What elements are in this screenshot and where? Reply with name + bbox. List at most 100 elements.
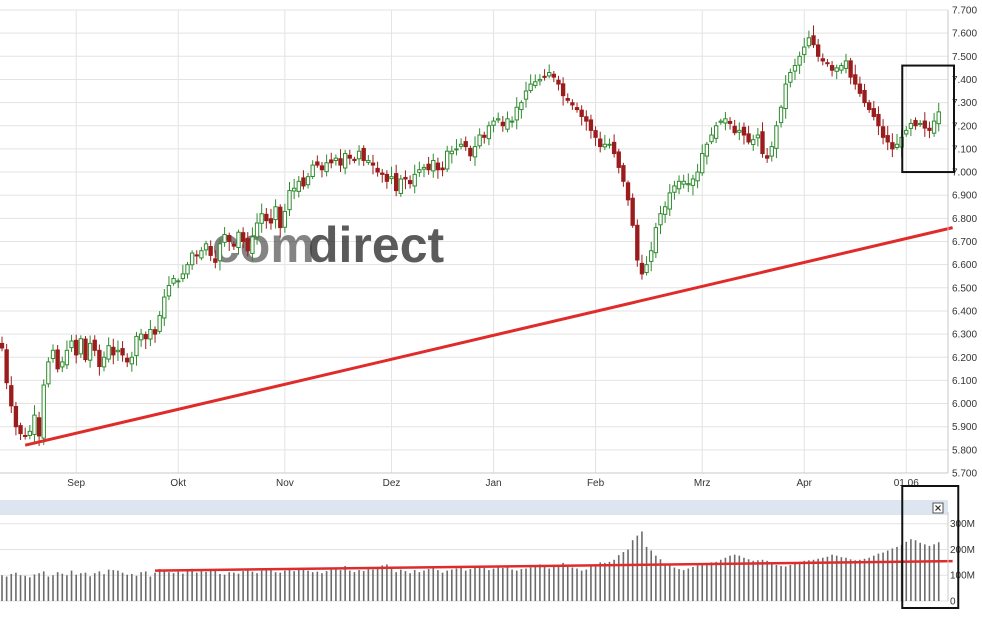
- candle: [310, 164, 315, 177]
- candle: [9, 385, 14, 407]
- price-tick-label: 7.500: [952, 52, 977, 63]
- candle: [171, 278, 176, 284]
- candle: [236, 231, 241, 248]
- candle: [774, 125, 779, 149]
- volume-tick-label: 0: [950, 597, 956, 608]
- candle: [231, 243, 237, 247]
- candle: [602, 143, 608, 148]
- candle: [866, 102, 872, 111]
- candle: [922, 120, 927, 129]
- candle: [125, 357, 130, 363]
- candle: [723, 118, 728, 124]
- candle: [811, 35, 816, 46]
- candle: [50, 349, 56, 360]
- candle: [570, 102, 575, 106]
- price-tick-label: 6.700: [952, 237, 977, 248]
- candle: [700, 153, 705, 174]
- candle: [352, 158, 357, 161]
- candle: [4, 349, 9, 384]
- price-tick-label: 5.800: [952, 445, 977, 456]
- candle: [542, 75, 547, 78]
- candle: [894, 143, 900, 148]
- candle: [36, 417, 42, 437]
- volume-trendline-layer: [155, 559, 953, 572]
- candle: [259, 213, 264, 224]
- price-tick-label: 6.000: [952, 399, 977, 410]
- price-tick-label: 6.600: [952, 260, 977, 271]
- price-tick-label: 6.500: [952, 283, 977, 294]
- candle: [764, 155, 770, 159]
- candle: [547, 72, 552, 77]
- candle: [662, 206, 668, 215]
- candle: [426, 163, 431, 171]
- candle: [87, 342, 93, 361]
- candle: [347, 154, 352, 159]
- candle: [176, 280, 181, 283]
- candle: [148, 328, 153, 340]
- candle: [291, 187, 297, 192]
- candle: [644, 264, 649, 274]
- candle: [727, 120, 733, 124]
- candle: [83, 338, 88, 361]
- candle: [389, 176, 394, 180]
- candle: [885, 135, 890, 143]
- candle: [370, 162, 376, 166]
- candle: [208, 246, 213, 256]
- candle: [366, 159, 371, 163]
- candle: [69, 340, 74, 349]
- candle: [825, 62, 830, 65]
- volume-tick-label: 300M: [950, 519, 975, 530]
- candle: [565, 98, 570, 101]
- candle: [222, 234, 227, 243]
- candle: [412, 173, 417, 187]
- candle: [718, 120, 723, 123]
- candle: [533, 81, 538, 86]
- time-tick-label: Okt: [170, 478, 186, 489]
- price-tick-label: 5.700: [952, 469, 977, 480]
- candle: [324, 162, 329, 173]
- candle: [593, 130, 598, 138]
- candle: [621, 165, 626, 182]
- candle: [908, 122, 914, 129]
- candle: [760, 131, 765, 155]
- candle: [834, 67, 839, 72]
- price-tick-label: 6.400: [952, 306, 977, 317]
- price-trendline: [24, 226, 953, 447]
- candle: [431, 159, 436, 172]
- volume-close-button[interactable]: [932, 502, 944, 514]
- candle: [440, 167, 445, 171]
- candle: [64, 349, 70, 366]
- time-tick-label: 01.06: [894, 478, 919, 489]
- volume-bars: [1, 531, 940, 601]
- price-tick-label: 6.900: [952, 191, 977, 202]
- candle: [890, 142, 895, 150]
- candle: [704, 143, 710, 157]
- price-axis: 5.700 5.800 5.900 6.000 6.100 6.200 6.300 6.400…: [0, 6, 977, 480]
- candle: [273, 206, 278, 221]
- candle: [342, 153, 348, 169]
- candle: [690, 178, 696, 186]
- candle: [152, 329, 158, 335]
- candle: [278, 206, 283, 229]
- candle: [505, 118, 510, 130]
- candle: [806, 37, 812, 47]
- price-grid: [0, 9, 948, 474]
- candle: [635, 224, 640, 261]
- highlight-box-volume: [901, 485, 960, 609]
- candle: [788, 72, 793, 83]
- candle: [746, 133, 751, 143]
- candle: [848, 60, 853, 78]
- candle: [496, 118, 501, 121]
- candle: [862, 89, 867, 104]
- candle: [129, 356, 135, 365]
- candle: [407, 180, 413, 185]
- candle: [918, 122, 923, 125]
- candle: [268, 218, 274, 224]
- volume-trendline: [155, 559, 953, 572]
- candle: [97, 349, 102, 368]
- price-tick-label: 6.200: [952, 353, 977, 364]
- price-tick-label: 7.200: [952, 121, 977, 132]
- price-tick-label: 7.700: [952, 6, 977, 17]
